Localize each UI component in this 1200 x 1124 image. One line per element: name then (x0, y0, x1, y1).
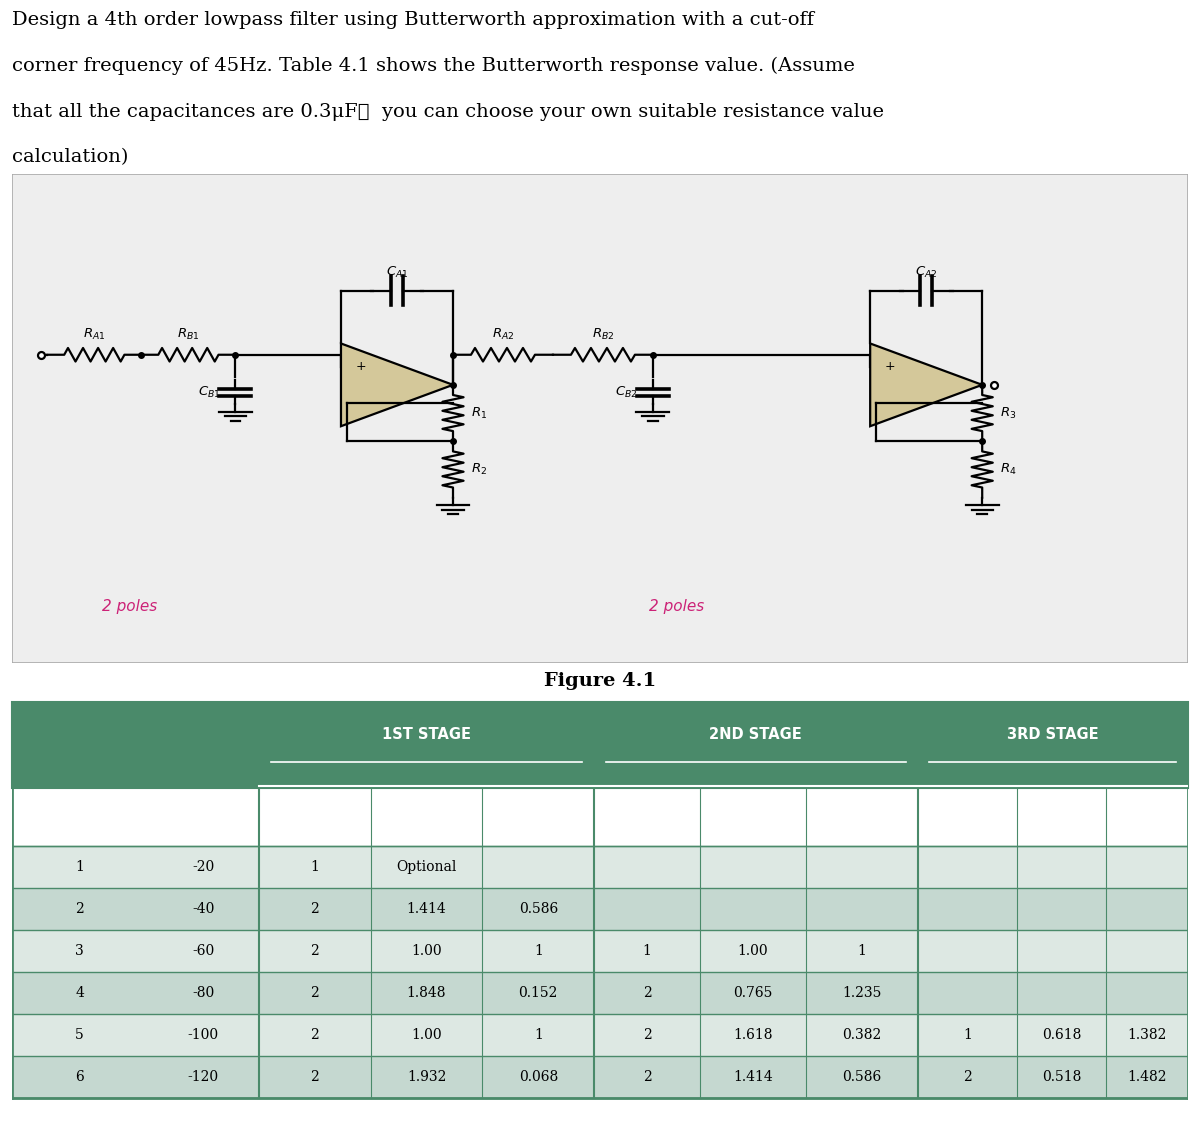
Text: 0.586: 0.586 (518, 901, 558, 916)
Bar (12, 846, 1188, 888)
Text: 1: 1 (76, 860, 84, 874)
Text: Design a 4th order lowpass filter using Butterworth approximation with a cut-off: Design a 4th order lowpass filter using … (12, 11, 814, 29)
Text: -20: -20 (192, 860, 215, 874)
Text: calculation): calculation) (12, 148, 128, 166)
Text: 1.932: 1.932 (407, 1070, 446, 1084)
Text: $R_1$: $R_1$ (470, 406, 487, 420)
Text: 0.382: 0.382 (842, 1027, 881, 1042)
Text: +: + (355, 360, 366, 373)
Text: 2: 2 (311, 986, 319, 999)
Text: 1.235: 1.235 (842, 986, 881, 999)
Text: 1: 1 (534, 944, 542, 958)
Text: 2ND STAGE: 2ND STAGE (709, 727, 802, 742)
Text: 1.414: 1.414 (407, 901, 446, 916)
Text: 1.848: 1.848 (407, 986, 446, 999)
Text: that all the capacitances are 0.3μF，  you can choose your own suitable resistanc: that all the capacitances are 0.3μF， you… (12, 102, 884, 120)
Text: -120: -120 (187, 1070, 218, 1084)
Text: 1.00: 1.00 (412, 944, 442, 958)
Text: $C_{A2}$: $C_{A2}$ (914, 264, 937, 280)
Text: 2: 2 (643, 1027, 652, 1042)
Text: +: + (884, 360, 895, 373)
Text: $R_2$: $R_2$ (470, 462, 487, 477)
Text: 2: 2 (311, 1070, 319, 1084)
Text: 1: 1 (534, 1027, 542, 1042)
Text: 1ST STAGE: 1ST STAGE (382, 727, 472, 742)
Text: -40: -40 (192, 901, 215, 916)
Text: $\it{R_3/R_4}$: $\it{R_3/R_4}$ (845, 807, 878, 822)
Text: 1: 1 (311, 860, 319, 874)
Text: $R_{A1}$: $R_{A1}$ (83, 326, 106, 342)
Text: POLES: POLES (944, 808, 990, 821)
Polygon shape (870, 344, 982, 426)
Text: $\it{R_5/R_6}$: $\it{R_5/R_6}$ (1129, 807, 1164, 822)
Text: 0.068: 0.068 (518, 1070, 558, 1084)
Text: 1: 1 (643, 944, 652, 958)
Text: 2 poles: 2 poles (102, 599, 157, 614)
Text: 1.414: 1.414 (733, 1070, 773, 1084)
Text: DF: DF (744, 808, 762, 821)
Text: 0.518: 0.518 (1042, 1070, 1081, 1084)
Text: 2: 2 (76, 901, 84, 916)
Text: 1.00: 1.00 (738, 944, 768, 958)
Text: $C_{A1}$: $C_{A1}$ (385, 264, 408, 280)
Bar (12, 1055, 1188, 1097)
Text: ORDER: ORDER (55, 808, 104, 821)
Text: -60: -60 (192, 944, 215, 958)
Text: $C_{B2}$: $C_{B2}$ (616, 384, 637, 400)
Bar (12, 972, 1188, 1014)
Text: -100: -100 (187, 1027, 218, 1042)
Text: 1.382: 1.382 (1127, 1027, 1166, 1042)
Text: $\it{R_1/R_2}$: $\it{R_1/R_2}$ (521, 807, 556, 822)
Text: 1.618: 1.618 (733, 1027, 773, 1042)
Text: $R_{B2}$: $R_{B2}$ (592, 326, 614, 342)
Text: 3: 3 (76, 944, 84, 958)
Text: 2: 2 (311, 944, 319, 958)
Text: 4: 4 (76, 986, 84, 999)
Text: $C_{B1}$: $C_{B1}$ (198, 384, 221, 400)
Text: ROLL-OFF
DB/DECADE: ROLL-OFF DB/DECADE (167, 804, 239, 825)
Text: 0.586: 0.586 (842, 1070, 881, 1084)
Text: 2: 2 (311, 1027, 319, 1042)
Text: Figure 4.1: Figure 4.1 (544, 672, 656, 690)
Text: 2: 2 (643, 986, 652, 999)
Text: $R_4$: $R_4$ (1000, 462, 1016, 477)
Text: $R_{B1}$: $R_{B1}$ (178, 326, 199, 342)
Text: $R_{A2}$: $R_{A2}$ (492, 326, 515, 342)
Text: −: − (884, 397, 895, 409)
Text: 2 poles: 2 poles (649, 599, 704, 614)
Text: DF: DF (418, 808, 436, 821)
Bar (12, 702, 1188, 788)
Text: 5: 5 (76, 1027, 84, 1042)
Text: -80: -80 (192, 986, 215, 999)
Text: 1: 1 (964, 1027, 972, 1042)
Text: 1.00: 1.00 (412, 1027, 442, 1042)
Text: 2: 2 (643, 1070, 652, 1084)
Text: 6: 6 (76, 1070, 84, 1084)
Polygon shape (341, 344, 454, 426)
Text: $R_3$: $R_3$ (1000, 406, 1016, 420)
Text: 0.618: 0.618 (1042, 1027, 1081, 1042)
Text: 0.152: 0.152 (518, 986, 558, 999)
Text: 2: 2 (964, 1070, 972, 1084)
Text: 2: 2 (311, 901, 319, 916)
Bar (12, 1014, 1188, 1055)
Text: Optional: Optional (396, 860, 457, 874)
Text: −: − (355, 397, 366, 409)
Text: POLES: POLES (292, 808, 337, 821)
Text: 1.482: 1.482 (1127, 1070, 1166, 1084)
Bar (12, 930, 1188, 972)
Text: 0.765: 0.765 (733, 986, 773, 999)
Text: 1: 1 (857, 944, 866, 958)
Text: corner frequency of 45Hz. Table 4.1 shows the Butterworth response value. (Assum: corner frequency of 45Hz. Table 4.1 show… (12, 57, 854, 75)
Text: 3RD STAGE: 3RD STAGE (1007, 727, 1098, 742)
Bar (12, 888, 1188, 930)
Text: POLES: POLES (624, 808, 670, 821)
Text: DF: DF (1052, 808, 1070, 821)
